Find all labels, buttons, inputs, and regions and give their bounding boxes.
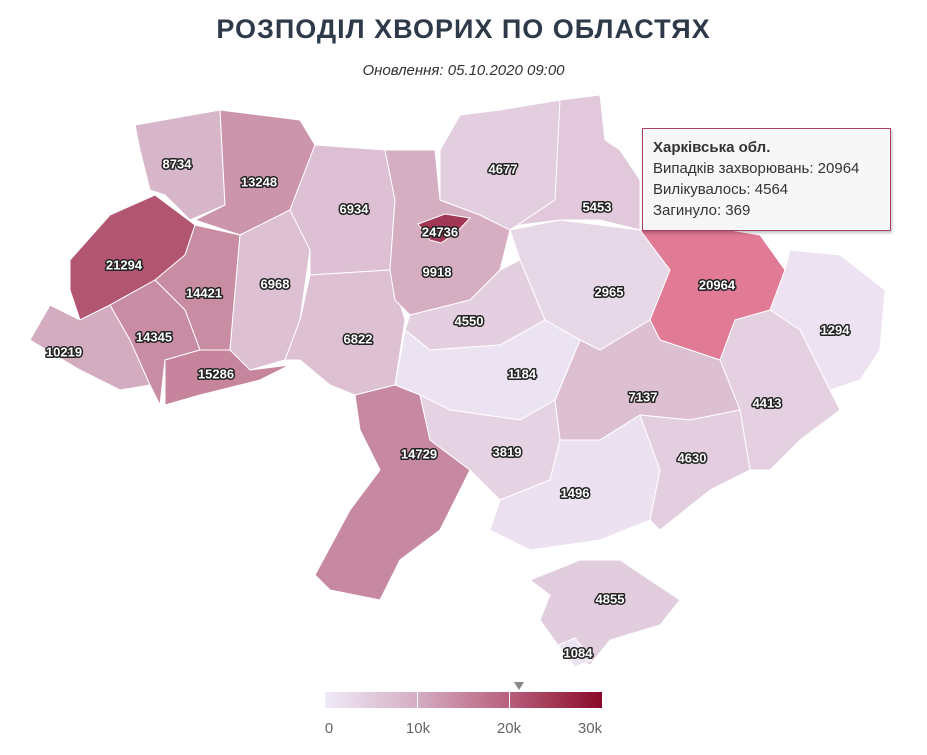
region-value-label: 3819 bbox=[493, 444, 522, 459]
legend-tick-0: 0 bbox=[324, 720, 334, 737]
region-value-label: 2965 bbox=[595, 284, 624, 299]
region-value-label: 4677 bbox=[489, 161, 518, 176]
region-value-label: 8734 bbox=[163, 156, 193, 171]
region-value-label: 1184 bbox=[508, 366, 537, 381]
tooltip-cases: Випадків захворювань: 20964 bbox=[653, 160, 860, 177]
region[interactable] bbox=[557, 637, 593, 668]
page-title: РОЗПОДІЛ ХВОРИХ ПО ОБЛАСТЯХ bbox=[216, 14, 711, 44]
region-value-label: 6968 bbox=[261, 276, 290, 291]
region-value-label: 10219 bbox=[46, 344, 82, 359]
region-value-label: 14345 bbox=[136, 329, 172, 344]
region-value-label: 14729 bbox=[401, 446, 437, 461]
legend-value-marker bbox=[513, 682, 524, 690]
region-value-label: 24736 bbox=[422, 224, 458, 239]
region-value-label: 7137 bbox=[629, 389, 658, 404]
legend-tick-10k: 10k bbox=[405, 720, 431, 737]
region[interactable] bbox=[639, 409, 751, 531]
region-value-label: 4630 bbox=[678, 450, 707, 465]
legend-tick-30k: 30k bbox=[577, 720, 603, 737]
region-value-label: 6822 bbox=[344, 331, 373, 346]
region-value-label: 20964 bbox=[699, 277, 736, 292]
tooltip-deaths: Загинуло: 369 bbox=[653, 202, 751, 219]
region-value-label: 6934 bbox=[340, 201, 370, 216]
region-value-label: 9918 bbox=[423, 264, 452, 279]
region[interactable] bbox=[509, 94, 641, 231]
legend-divider bbox=[509, 692, 510, 708]
region[interactable] bbox=[528, 559, 681, 666]
region-value-label: 13248 bbox=[241, 174, 277, 189]
region[interactable] bbox=[164, 349, 291, 406]
region-value-label: 15286 bbox=[198, 366, 234, 381]
region[interactable] bbox=[417, 213, 472, 244]
region-value-label: 5453 bbox=[583, 199, 612, 214]
region-value-label: 14421 bbox=[186, 285, 222, 300]
region-tooltip: Харківська обл. Випадків захворювань: 20… bbox=[642, 128, 891, 231]
legend-tick-20k: 20k bbox=[496, 720, 522, 737]
region-value-label: 4413 bbox=[753, 395, 782, 410]
update-timestamp: Оновлення: 05.10.2020 09:00 bbox=[362, 62, 565, 79]
region-value-label: 1294 bbox=[821, 322, 851, 337]
region-value-label: 1084 bbox=[564, 645, 594, 660]
region-value-label: 4855 bbox=[596, 591, 625, 606]
tooltip-region-name: Харківська обл. bbox=[653, 139, 771, 156]
region-value-label: 21294 bbox=[106, 257, 143, 272]
color-scale-legend bbox=[325, 692, 602, 708]
region[interactable] bbox=[489, 414, 661, 551]
legend-divider bbox=[417, 692, 418, 708]
region-value-label: 4550 bbox=[455, 313, 484, 328]
region-value-label: 1496 bbox=[561, 485, 590, 500]
tooltip-recovered: Вилікувалось: 4564 bbox=[653, 181, 789, 198]
